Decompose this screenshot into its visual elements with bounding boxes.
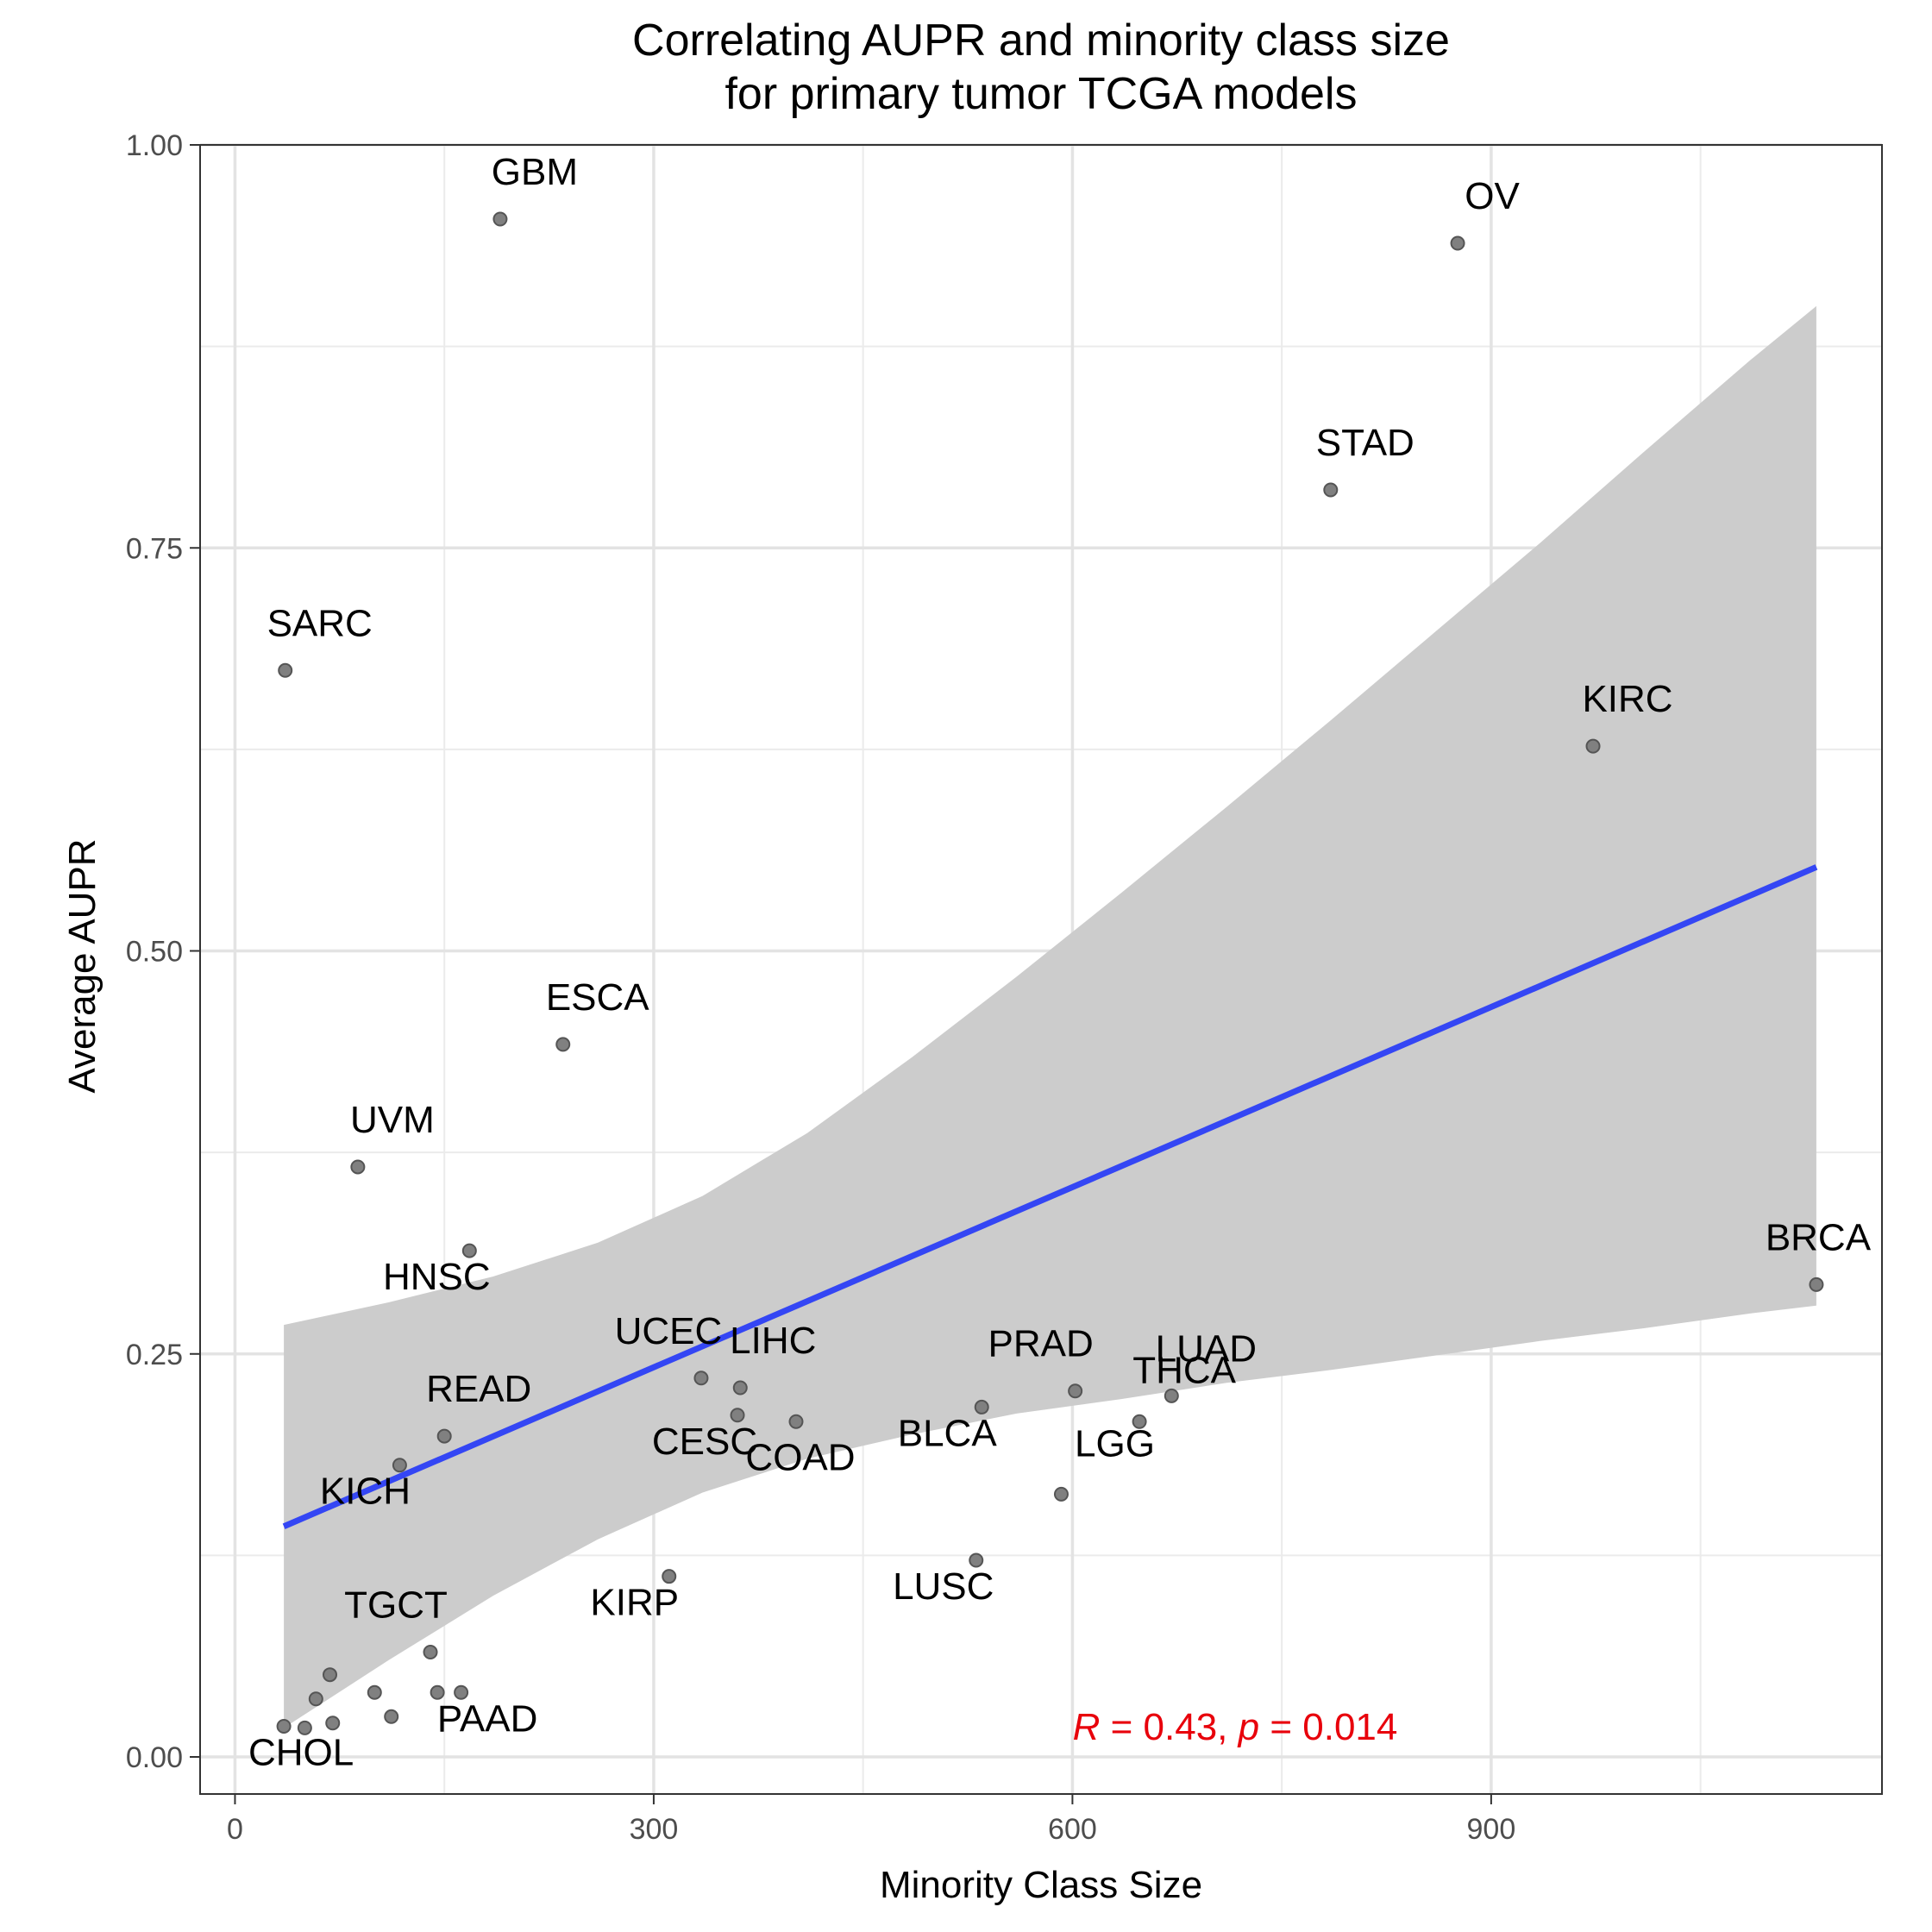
data-point [297,1720,312,1735]
point-label-cesc: CESC [652,1421,757,1463]
point-label-kich: KICH [320,1471,411,1513]
data-point [732,1380,748,1396]
point-label-read: READ [426,1368,531,1410]
y-tick-label: 0.50 [126,936,183,969]
point-label-hnsc: HNSC [383,1256,491,1298]
point-label-thca: THCA [1132,1349,1236,1391]
data-point [308,1691,323,1707]
point-label-esca: ESCA [546,976,649,1019]
p-symbol: p [1237,1706,1259,1748]
data-point [555,1037,571,1052]
r-symbol: R [1073,1706,1101,1748]
chart-title: Correlating AUPR and minority class size… [632,16,1450,119]
data-point [430,1684,445,1700]
data-point [322,1667,337,1683]
data-point [367,1684,382,1700]
point-label-sarc: SARC [267,602,373,644]
x-tick-label: 0 [227,1813,243,1846]
x-axis-title: Minority Class Size [880,1864,1202,1906]
data-point [276,1719,292,1734]
point-label-gbm: GBM [492,151,578,193]
point-label-kirp: KIRP [590,1582,679,1624]
data-point [1585,738,1601,754]
point-label-blca: BLCA [898,1412,998,1454]
data-point [392,1458,407,1473]
data-point [1809,1276,1824,1292]
data-point [350,1159,366,1175]
confidence-band [284,305,1816,1728]
regression-line [282,864,1818,1529]
data-point [325,1716,341,1731]
point-label-chol: CHOL [248,1732,354,1774]
data-point [1068,1383,1083,1399]
point-label-tgct: TGCT [344,1584,448,1627]
x-tick-label: 900 [1467,1813,1516,1846]
data-point [969,1552,984,1568]
point-label-kirc: KIRC [1582,678,1672,720]
chart-title-line-1: Correlating AUPR and minority class size [632,16,1450,66]
y-axis-title: Average AUPR [61,838,104,1093]
data-point [693,1371,709,1386]
point-label-uvm: UVM [350,1099,435,1141]
data-point [788,1414,804,1429]
point-label-coad: COAD [745,1436,855,1478]
point-label-lihc: LIHC [730,1320,816,1362]
point-label-lgg: LGG [1075,1422,1155,1465]
point-label-prad: PRAD [988,1323,1094,1365]
correlation-annotation: R = 0.43, p = 0.014 [1073,1706,1398,1748]
point-labels-layer: GBM OV STAD SARC KIRC ESCA UVM HNSC BRCA UCEC LIHC… [248,151,1872,1774]
y-tick-label: 0.00 [126,1741,183,1774]
x-tick-label: 600 [1048,1813,1097,1846]
point-label-ov: OV [1465,175,1520,217]
chart-title-line-2: for primary tumor TCGA models [724,69,1357,119]
data-point [384,1709,399,1724]
data-point [423,1645,438,1660]
data-point [436,1428,452,1444]
point-label-stad: STAD [1316,422,1414,464]
y-tick-label: 1.00 [126,129,183,162]
y-tick-label: 0.75 [126,532,183,565]
data-point [662,1569,677,1584]
data-point [454,1684,469,1700]
point-label-ucec: UCEC [615,1310,723,1352]
data-point [730,1408,745,1423]
data-point [1053,1486,1069,1502]
point-label-luad: LUAD [1156,1327,1257,1370]
point-label-paad: PAAD [437,1697,538,1740]
x-tick-label: 300 [630,1813,679,1846]
r-value: = 0.43, [1100,1706,1238,1748]
y-tick-label: 0.25 [126,1339,183,1371]
data-point [1323,482,1339,498]
p-value: = 0.014 [1259,1706,1397,1748]
points-layer [276,211,1824,1735]
data-point [1132,1414,1147,1429]
data-point [1164,1388,1179,1403]
point-label-lusc: LUSC [893,1565,994,1608]
data-point [461,1243,477,1258]
data-point [492,211,508,227]
point-label-brca: BRCA [1766,1216,1872,1258]
data-point [1450,235,1465,251]
data-point [974,1399,989,1414]
data-point [278,662,293,678]
axes-layer: 0 300 600 900 0.00 0.25 0.50 0.75 1.00 [126,129,1515,1846]
trend-line-layer [282,864,1818,1529]
plot-panel-border [199,144,1883,1795]
confidence-band-layer [284,305,1816,1728]
